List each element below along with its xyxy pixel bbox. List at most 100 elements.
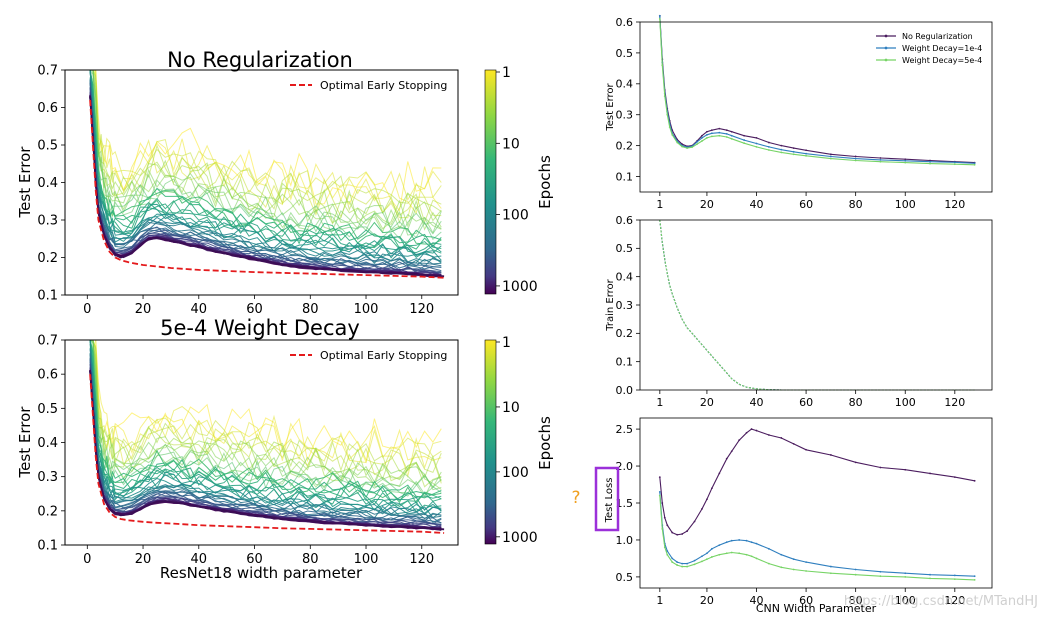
data-point (750, 555, 753, 558)
x-tick-label: 60 (799, 198, 813, 211)
y-tick-label: 0.6 (616, 214, 634, 227)
data-point (691, 146, 693, 149)
series-line (659, 219, 975, 391)
data-point (671, 133, 674, 136)
epoch-curve (90, 69, 442, 233)
colorbar: 1 10 100 1000 Epochs (484, 65, 554, 295)
data-point (676, 141, 679, 144)
data-point (730, 130, 733, 133)
y-tick-label: 0.6 (37, 368, 58, 383)
epoch-curve (89, 339, 442, 502)
data-point (725, 136, 728, 138)
data-point (792, 147, 795, 150)
data-point (701, 134, 703, 137)
data-point (792, 153, 795, 156)
data-point (658, 494, 661, 497)
x-tick-label: 40 (191, 302, 208, 317)
data-point (929, 472, 931, 475)
data-point (686, 530, 688, 532)
y-tick-label: 0.3 (37, 470, 58, 485)
data-point (768, 562, 770, 565)
data-point (953, 163, 956, 166)
data-point (738, 539, 741, 541)
data-point (854, 157, 857, 160)
y-axis-label: Train Error (605, 278, 616, 331)
x-tick-label: 100 (354, 302, 379, 317)
x-tick-label: 100 (895, 396, 916, 409)
x-tick-label: 40 (191, 552, 208, 567)
x-tick-label: 1 (656, 594, 663, 607)
colorbar: 1 10 100 1000 Epochs (484, 335, 554, 546)
chart-title: 5e-4 Weight Decay (160, 316, 360, 340)
data-point (829, 157, 832, 160)
data-point (693, 559, 696, 562)
x-tick-label: 80 (849, 594, 863, 607)
data-point (750, 541, 753, 544)
data-point (710, 135, 713, 138)
legend: Optimal Early Stopping (290, 79, 447, 92)
colorbar-tick-label: 10 (502, 400, 520, 416)
y-tick-label: 0.2 (616, 139, 634, 152)
colorbar-tick-label: 100 (502, 465, 529, 481)
data-point (693, 563, 696, 566)
y-tick-label: 0.4 (616, 78, 634, 91)
final-epoch-curve (89, 370, 445, 531)
y-tick-label: 0.6 (37, 101, 58, 116)
data-point (973, 162, 976, 165)
data-point (780, 144, 783, 147)
x-axis-label: CNN Width Parameter (756, 602, 877, 615)
data-point (854, 573, 857, 576)
data-point (730, 134, 733, 137)
epoch-curve (89, 340, 442, 516)
data-point (701, 137, 703, 139)
data-point (701, 560, 703, 563)
data-point (668, 126, 671, 128)
epoch-curve (89, 69, 442, 240)
x-tick-label: 80 (849, 396, 863, 409)
data-point (706, 130, 708, 133)
data-point (658, 476, 661, 479)
data-point (929, 162, 931, 165)
y-tick-label: 0.7 (37, 334, 58, 349)
y-axis-label: Test Loss (604, 478, 615, 524)
data-point (663, 516, 666, 519)
data-point (661, 64, 664, 67)
data-point (658, 14, 661, 17)
y-tick-label: 0.2 (37, 251, 58, 266)
epoch-curve (89, 69, 442, 259)
data-point (730, 137, 733, 140)
series-line (659, 15, 975, 164)
data-point (780, 148, 783, 151)
data-point (929, 160, 931, 163)
colorbar-tick-label: 1 (502, 65, 511, 81)
colorbar-ticks: 1 10 100 1000 (496, 335, 538, 546)
data-point (792, 150, 795, 153)
data-point (743, 134, 746, 137)
data-point (805, 570, 807, 572)
legend-label: No Regularization (902, 32, 973, 41)
y-tick-label: 0.1 (616, 356, 634, 369)
colorbar-gradient (484, 339, 497, 545)
data-point (780, 437, 783, 439)
data-point (745, 539, 748, 542)
data-point (725, 129, 728, 132)
data-point (681, 565, 684, 568)
y-tick-label: 0.5 (37, 139, 58, 154)
epoch-curve (90, 339, 442, 484)
data-point (854, 155, 857, 158)
x-tick-label: 20 (135, 552, 152, 567)
data-point (829, 454, 832, 456)
data-point (805, 149, 807, 152)
x-tick-label: 0 (83, 552, 91, 567)
data-point (879, 466, 882, 469)
x-tick-label: 80 (849, 198, 863, 211)
early-stopping-line (89, 99, 445, 279)
data-point (780, 566, 783, 569)
epoch-curve (90, 69, 442, 226)
data-point (710, 547, 713, 550)
data-point (953, 161, 956, 164)
